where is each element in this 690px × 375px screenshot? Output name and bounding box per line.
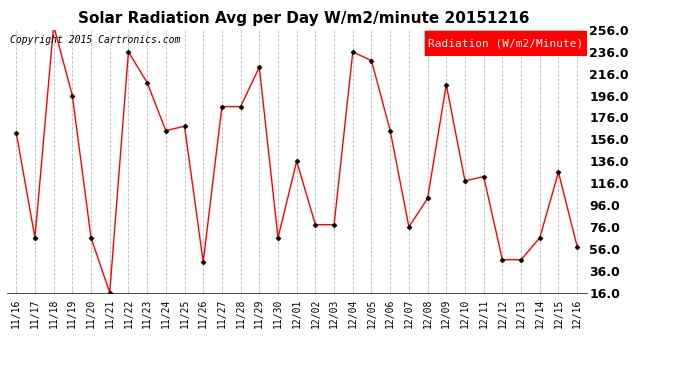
Text: Solar Radiation Avg per Day W/m2/minute 20151216: Solar Radiation Avg per Day W/m2/minute …: [78, 11, 529, 26]
Text: Copyright 2015 Cartronics.com: Copyright 2015 Cartronics.com: [10, 35, 180, 45]
